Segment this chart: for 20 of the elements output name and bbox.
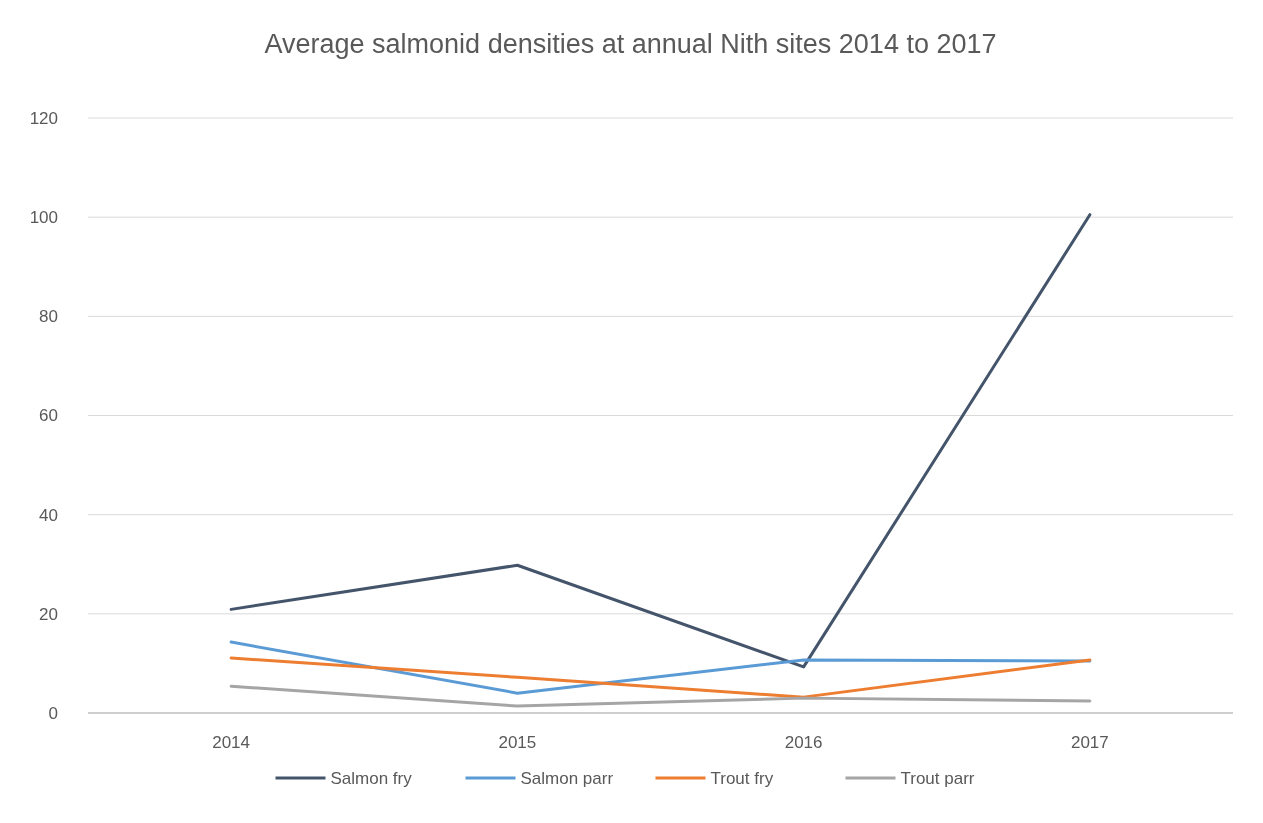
y-tick-label: 40 (39, 505, 58, 525)
y-tick-label: 20 (39, 604, 58, 624)
line-series (229, 656, 1092, 699)
legend-label: Trout parr (900, 768, 975, 788)
x-tick-label: 2017 (1070, 733, 1109, 752)
line-series (229, 640, 1092, 695)
chart-title: Average salmonid densities at annual Nith sites 2014 to 2017 (264, 29, 997, 59)
y-tick-label: 60 (39, 406, 58, 426)
y-tick-label: 80 (39, 307, 58, 327)
y-tick-label: 100 (29, 208, 58, 228)
line-series (229, 684, 1092, 708)
x-tick-label: 2015 (498, 733, 537, 752)
legend-label: Salmon fry (330, 768, 413, 788)
y-tick-label: 120 (29, 108, 58, 128)
x-tick-label: 2016 (784, 733, 823, 752)
legend-label: Trout fry (710, 768, 774, 788)
x-tick-label: 2014 (212, 733, 251, 752)
y-tick-label: 0 (48, 703, 58, 723)
legend-label: Salmon parr (520, 768, 614, 788)
line-series (229, 213, 1092, 669)
